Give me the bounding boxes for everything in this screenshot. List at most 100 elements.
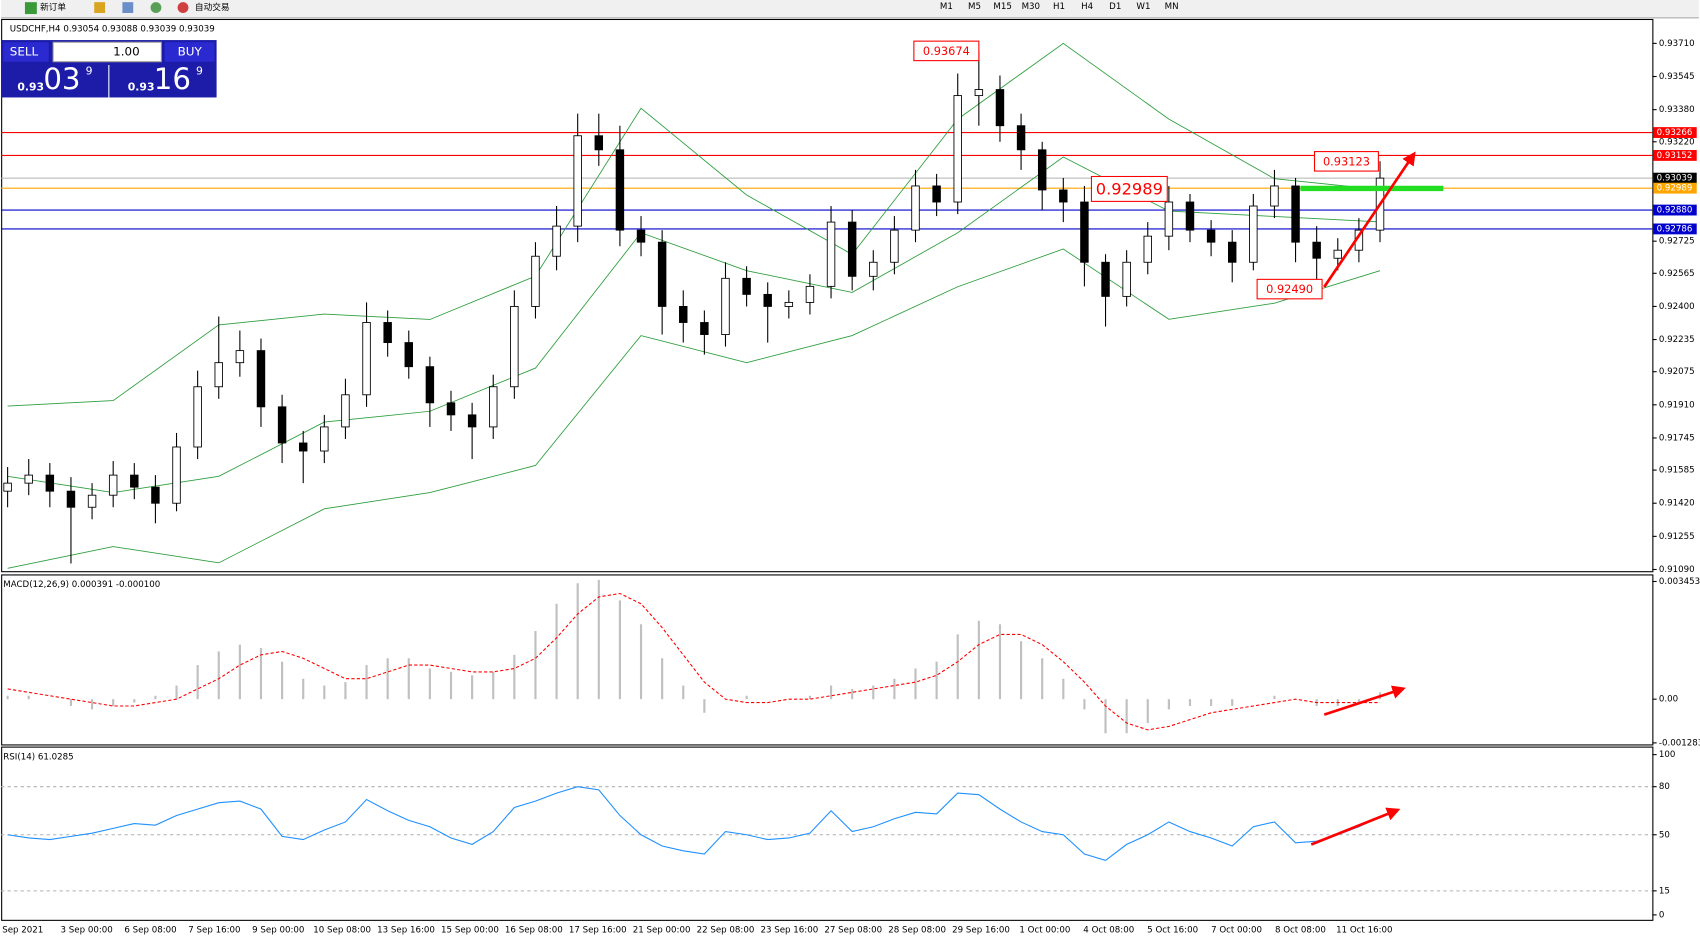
- new-order-icon[interactable]: [24, 2, 37, 15]
- price-annotation-box: [1090, 175, 1168, 202]
- time-axis: Sep 2021 3 Sep 00:00 6 Sep 08:00 7 Sep 16:0…: [2, 926, 1392, 936]
- rsi-panel: [1, 746, 1654, 921]
- candle-body: [974, 89, 984, 97]
- candle-body: [1080, 201, 1089, 263]
- bollinger-upper: [7, 42, 1381, 407]
- price-level-box: [1653, 172, 1697, 184]
- sell-button[interactable]: [3, 42, 49, 62]
- candle-body: [214, 362, 223, 388]
- y-tick-label: 80: [1659, 782, 1670, 792]
- x-tick-label: Sep 2021: [2, 926, 43, 936]
- rsi-title: RSI(14) 61.0285: [3, 752, 73, 762]
- new-order-button[interactable]: 新订单: [40, 1, 66, 13]
- y-tick-label: 0.91090: [1659, 565, 1695, 575]
- rsi-chart: 100 80 50 15 0: [1, 750, 1675, 920]
- x-tick-label: 7 Oct 00:00: [1211, 926, 1262, 936]
- buy-button[interactable]: [164, 42, 215, 62]
- price-annotation: 0.93123: [1323, 154, 1370, 168]
- toolbar: [1, 0, 1699, 18]
- x-tick-label: 6 Sep 08:00: [124, 926, 176, 936]
- y-tick-label: 0.92565: [1659, 269, 1695, 279]
- toolbar-icon[interactable]: [122, 2, 134, 13]
- candle-body: [1227, 241, 1237, 263]
- candle-body: [847, 221, 857, 277]
- y-tick-label: 0.92075: [1659, 367, 1695, 377]
- lot-value[interactable]: 1.00: [113, 44, 140, 58]
- price-annotation: 0.93674: [923, 44, 970, 58]
- candle-body: [87, 494, 97, 508]
- x-tick-label: 16 Sep 08:00: [505, 926, 563, 936]
- timeframe-button[interactable]: W1: [1136, 2, 1150, 12]
- price-level-label: 0.93152: [1657, 151, 1693, 161]
- candle-body: [277, 406, 287, 444]
- x-tick-label: 10 Sep 08:00: [313, 926, 371, 936]
- candle-body: [995, 89, 1005, 127]
- x-tick-label: 15 Sep 00:00: [441, 926, 499, 936]
- x-tick-label: 8 Oct 08:00: [1275, 926, 1326, 936]
- x-tick-label: 23 Sep 16:00: [760, 926, 818, 936]
- timeframe-button[interactable]: H1: [1053, 2, 1065, 12]
- candle-body: [298, 442, 308, 452]
- price-level-label: 0.92989: [1657, 184, 1693, 194]
- y-tick-label: 0.91745: [1659, 433, 1695, 443]
- candle-body: [362, 322, 371, 396]
- timeframe-button[interactable]: MN: [1165, 2, 1179, 12]
- x-tick-label: 17 Sep 16:00: [569, 926, 627, 936]
- timeframe-button[interactable]: M5: [968, 2, 981, 12]
- candle-body: [1059, 189, 1068, 203]
- auto-trading-button[interactable]: 自动交易: [195, 1, 230, 13]
- x-tick-label: 28 Sep 08:00: [888, 926, 946, 936]
- one-click-trading: SELL 1.00 BUY 0.93 03 9 0.93 16 9: [1, 40, 217, 98]
- toolbar-icon[interactable]: [94, 2, 106, 13]
- x-tick-label: 7 Sep 16:00: [188, 926, 240, 936]
- candle-body: [1185, 201, 1195, 231]
- timeframe-button[interactable]: H4: [1081, 2, 1094, 12]
- price-annotation-box: [913, 40, 980, 62]
- chart-title: USDCHF,H4 0.93054 0.93088 0.93039 0.9303…: [10, 25, 215, 35]
- candle-body: [657, 241, 667, 307]
- y-tick-label: 0.93380: [1659, 105, 1695, 115]
- y-tick-label: 100: [1659, 750, 1676, 760]
- price-level-label: 0.92786: [1657, 224, 1693, 234]
- y-tick-label: 0.92725: [1659, 237, 1695, 247]
- candle-body: [1206, 229, 1216, 243]
- toolbar-icon[interactable]: [150, 2, 162, 13]
- candle-body: [510, 306, 519, 388]
- sell-label[interactable]: SELL: [10, 44, 39, 58]
- x-tick-label: 21 Sep 00:00: [633, 926, 691, 936]
- bid-big: 03: [43, 62, 80, 96]
- candle-body: [1143, 235, 1152, 263]
- candle-body: [552, 225, 561, 257]
- price-level-box: [1653, 223, 1697, 235]
- trend-arrow: [1310, 807, 1401, 846]
- price-level-box: [1653, 150, 1697, 161]
- y-tick-label: 0.92235: [1659, 335, 1695, 345]
- timeframe-button[interactable]: M15: [993, 2, 1011, 12]
- ask-big: 16: [154, 62, 191, 96]
- y-tick-label: 0.93545: [1659, 72, 1695, 82]
- candle-body: [911, 185, 920, 231]
- x-tick-label: 4 Oct 08:00: [1083, 926, 1134, 936]
- candle-body: [1312, 241, 1321, 259]
- timeframe-button[interactable]: M1: [940, 2, 953, 12]
- candle-body: [531, 255, 540, 307]
- candle-body: [3, 482, 12, 492]
- trend-arrow: [1323, 151, 1416, 288]
- candle-body: [573, 135, 582, 227]
- ask-small: 9: [196, 64, 203, 77]
- lot-input[interactable]: [52, 41, 162, 63]
- candle-body: [108, 474, 118, 496]
- timeframe-button[interactable]: D1: [1109, 2, 1121, 12]
- auto-trading-icon[interactable]: [177, 2, 189, 13]
- x-tick-label: 22 Sep 08:00: [697, 926, 755, 936]
- price-level-box: [1653, 204, 1697, 216]
- candle-body: [66, 490, 76, 508]
- price-level-label: 0.93266: [1657, 128, 1693, 138]
- y-tick-label: 0.91420: [1659, 499, 1695, 509]
- timeframe-button[interactable]: M30: [1022, 2, 1040, 12]
- price-level-box: [1653, 127, 1697, 138]
- y-tick-label: 0.92400: [1659, 302, 1695, 312]
- buy-label[interactable]: BUY: [178, 44, 203, 58]
- x-tick-label: 11 Oct 16:00: [1336, 926, 1392, 936]
